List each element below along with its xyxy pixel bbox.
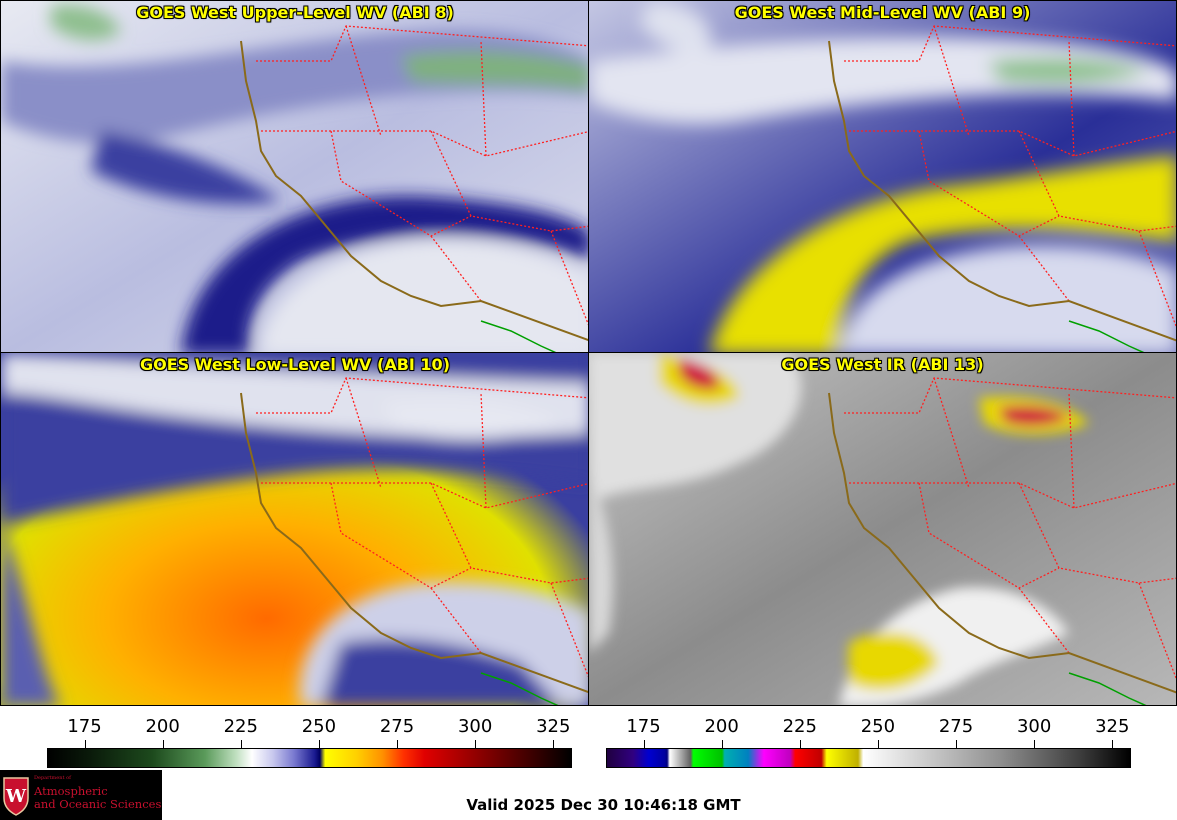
colorbar-tick-mark [956,740,957,748]
ir-tick-label: 225 [782,716,817,737]
colorbar-tick-mark [84,740,86,748]
crest-letter: W [5,786,27,807]
wv-colorbar: 175 200 225 250 275 300 325 [47,700,572,768]
ir-tick-label: 275 [938,716,974,737]
colorbar-tick-mark [721,740,723,748]
wv-tick-label: 225 [223,716,258,737]
colorbar-tick-mark [1034,740,1036,748]
ir-tick-label: 250 [860,716,896,737]
ir-colorbar-ticks: 175 200 225 250 275 300 325 [606,700,1131,737]
wv-tick-label: 200 [145,716,180,737]
satellite-image-ir [589,353,1176,705]
ir-tick-label: 325 [1095,716,1130,737]
wv-color-scale [47,748,572,768]
colorbar-tick-mark [318,740,320,748]
valid-time: Valid 2025 Dec 30 10:46:18 GMT [466,796,741,814]
panel-title: GOES West Mid-Level WV (ABI 9) [734,3,1031,22]
ir-colorbar: 175 200 225 250 275 300 325 [606,700,1131,768]
logo-line-2: and Oceanic Sciences [34,797,162,811]
uw-crest-icon: W [3,777,29,816]
logo-line-1: Atmospheric [34,784,108,798]
wv-tick-label: 300 [457,716,493,737]
wv-tick-label: 275 [379,716,415,737]
logo-dept-prefix: Department of [34,775,71,781]
colorbar-tick-mark [240,740,242,748]
panel-title: GOES West Upper-Level WV (ABI 8) [136,3,454,22]
wv-tick-label: 325 [536,716,571,737]
colorbar-tick-mark [877,740,879,748]
panel-title: GOES West Low-Level WV (ABI 10) [139,355,450,374]
ir-color-scale [606,748,1131,768]
low-level-wv-panel: GOES West Low-Level WV (ABI 10) [0,352,590,706]
mid-level-wv-panel: GOES West Mid-Level WV (ABI 9) [588,0,1177,354]
panel-title: GOES West IR (ABI 13) [781,355,984,374]
satellite-image-upper [1,1,589,353]
wv-tick-label: 175 [67,716,102,737]
ir-tick-label: 175 [626,716,661,737]
ir-tick-label: 300 [1016,716,1052,737]
ir-panel: GOES West IR (ABI 13) [588,352,1177,706]
ir-tick-label: 200 [704,716,739,737]
colorbar-tick-mark [397,740,398,748]
satellite-image-low [1,353,589,705]
upper-level-wv-panel: GOES West Upper-Level WV (ABI 8) [0,0,590,354]
colorbar-tick-mark [162,740,164,748]
colorbar-tick-mark [643,740,645,748]
colorbar-tick-mark [475,740,477,748]
colorbar-tick-mark [1112,740,1114,748]
wv-colorbar-ticks: 175 200 225 250 275 300 325 [47,700,572,737]
colorbar-tick-mark [553,740,555,748]
colorbar-tick-mark [799,740,801,748]
wv-tick-label: 250 [301,716,337,737]
uw-aos-logo: W Department of Atmospheric and Oceanic … [0,770,162,820]
satellite-image-mid [589,1,1176,353]
